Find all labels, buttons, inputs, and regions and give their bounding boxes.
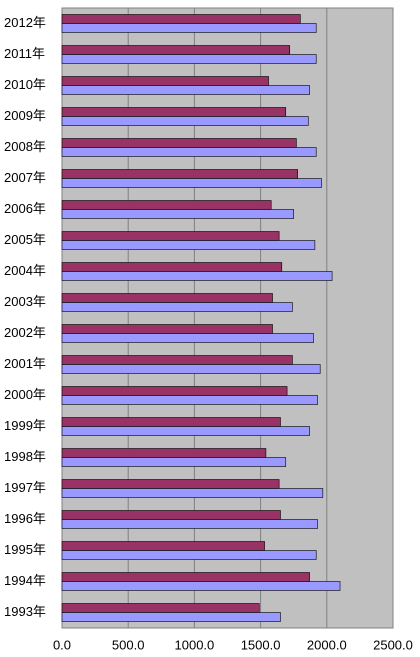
bar [61, 448, 267, 458]
bar [61, 231, 280, 241]
y-tick-label: 2010年 [4, 77, 46, 92]
plot-area [61, 7, 394, 629]
bar [61, 426, 310, 436]
y-tick-label: 2005年 [4, 232, 46, 247]
x-tick-label: 1500.0 [241, 637, 281, 652]
bar [61, 293, 273, 303]
bar [61, 54, 317, 64]
bar [61, 355, 293, 365]
bar [61, 169, 298, 179]
y-tick-label: 1995年 [4, 542, 46, 557]
bar [61, 510, 281, 520]
bar [61, 550, 317, 560]
bar [61, 612, 281, 622]
y-tick-label: 2011年 [4, 46, 45, 61]
bar [61, 581, 341, 591]
bar [61, 240, 316, 250]
bar [61, 386, 288, 396]
bar [61, 302, 293, 312]
y-tick-label: 1997年 [4, 480, 46, 495]
bar [61, 324, 273, 334]
bar [61, 262, 283, 272]
bar [61, 417, 281, 427]
x-tick-label: 500.0 [112, 637, 145, 652]
y-tick-label: 1993年 [4, 604, 46, 619]
y-tick-label: 2006年 [4, 201, 46, 216]
x-tick-label: 2000.0 [307, 637, 347, 652]
y-tick-label: 2000年 [4, 387, 46, 402]
y-tick-label: 1994年 [4, 573, 46, 588]
y-tick-label: 2007年 [4, 170, 46, 185]
y-tick-label: 1998年 [4, 449, 46, 464]
y-tick-label: 2008年 [4, 139, 46, 154]
bar [61, 541, 265, 551]
bar [61, 364, 321, 374]
bar [61, 572, 310, 582]
y-tick-label: 1996年 [4, 511, 46, 526]
bar [61, 14, 301, 24]
y-tick-label: 2003年 [4, 294, 46, 309]
bar [61, 76, 269, 86]
bar [61, 45, 291, 55]
y-tick-label: 1999年 [4, 418, 46, 433]
bar [61, 209, 294, 219]
x-tick-label: 1000.0 [175, 637, 215, 652]
y-tick-label: 2001年 [4, 356, 46, 371]
x-tick-label: 2500.0 [373, 637, 413, 652]
bar [61, 488, 324, 498]
bar [61, 178, 322, 188]
x-tick-label: 0.0 [53, 637, 71, 652]
bar [61, 116, 309, 126]
bar [61, 603, 260, 613]
bar [61, 333, 314, 343]
bar [61, 271, 333, 281]
bar [61, 479, 280, 489]
y-tick-label: 2009年 [4, 108, 46, 123]
bar [61, 519, 318, 529]
y-tick-label: 2012年 [4, 15, 46, 30]
bar [61, 395, 318, 405]
y-tick-label: 2004年 [4, 263, 46, 278]
bar [61, 107, 287, 117]
bar [61, 23, 317, 33]
bar [61, 85, 310, 95]
y-tick-label: 2002年 [4, 325, 46, 340]
bar [61, 200, 272, 210]
bar [61, 147, 317, 157]
bar [61, 457, 287, 467]
bar [61, 138, 297, 148]
